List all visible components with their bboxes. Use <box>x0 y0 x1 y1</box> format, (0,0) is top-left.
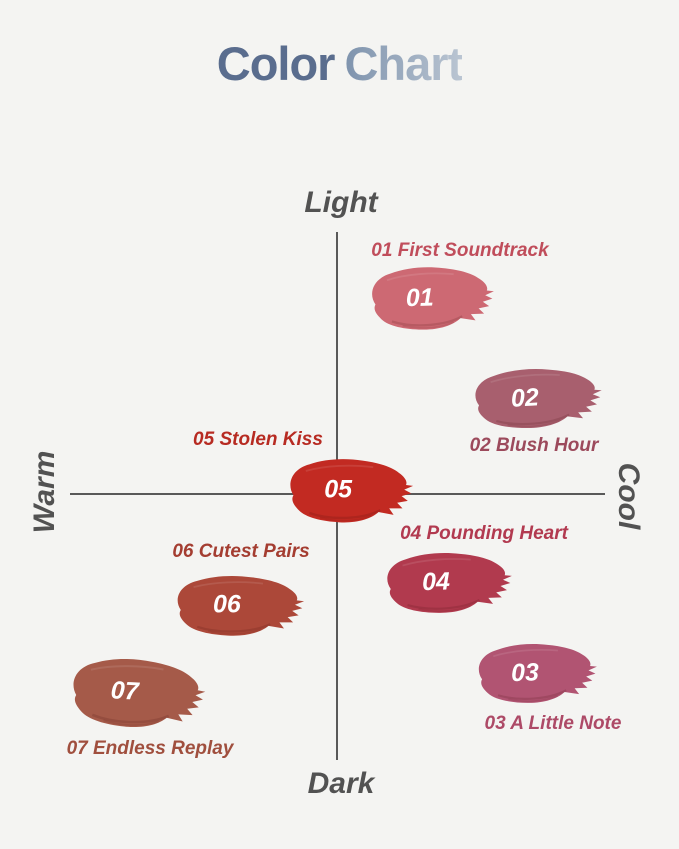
page-title: Color Chart <box>0 36 679 91</box>
swatch-number: 05 <box>324 475 353 504</box>
swatch-number: 03 <box>510 658 540 687</box>
swatch-number: 06 <box>213 590 241 619</box>
swatch-02-blush-hour: 02 <box>464 362 605 435</box>
swatch-06-label: 06 Cutest Pairs <box>172 541 310 562</box>
axis-label-cool: Cool <box>612 462 645 530</box>
swatch-01-label: 01 First Soundtrack <box>371 240 549 261</box>
swatch-02-label: 02 Blush Hour <box>469 435 599 456</box>
swatch-03-label: 03 A Little Note <box>484 713 622 734</box>
swatch-number: 04 <box>421 567 451 597</box>
swatch-07-label: 07 Endless Replay <box>66 738 234 759</box>
swatch-07-endless-replay: 07 <box>61 652 208 735</box>
title-word-chart: Chart <box>344 37 463 90</box>
axis-label-light: Light <box>304 186 378 219</box>
axis-label-warm: Warm <box>28 450 61 534</box>
axis-label-dark: Dark <box>307 767 375 800</box>
swatch-06-cutest-pairs: 06 <box>168 573 305 640</box>
swatch-number: 01 <box>405 282 435 312</box>
swatch-05-label: 05 Stolen Kiss <box>193 429 323 450</box>
swatch-03-a-little-note: 03 <box>469 639 600 709</box>
swatch-number: 02 <box>510 382 540 413</box>
title-word-color: Color <box>216 37 336 90</box>
swatch-number: 07 <box>109 676 140 707</box>
swatch-05-stolen-kiss: 05 <box>281 456 414 527</box>
swatch-04-label: 04 Pounding Heart <box>400 523 568 544</box>
swatch-04-pounding-heart: 04 <box>377 548 515 620</box>
swatch-01-first-soundtrack: 01 <box>362 262 497 337</box>
